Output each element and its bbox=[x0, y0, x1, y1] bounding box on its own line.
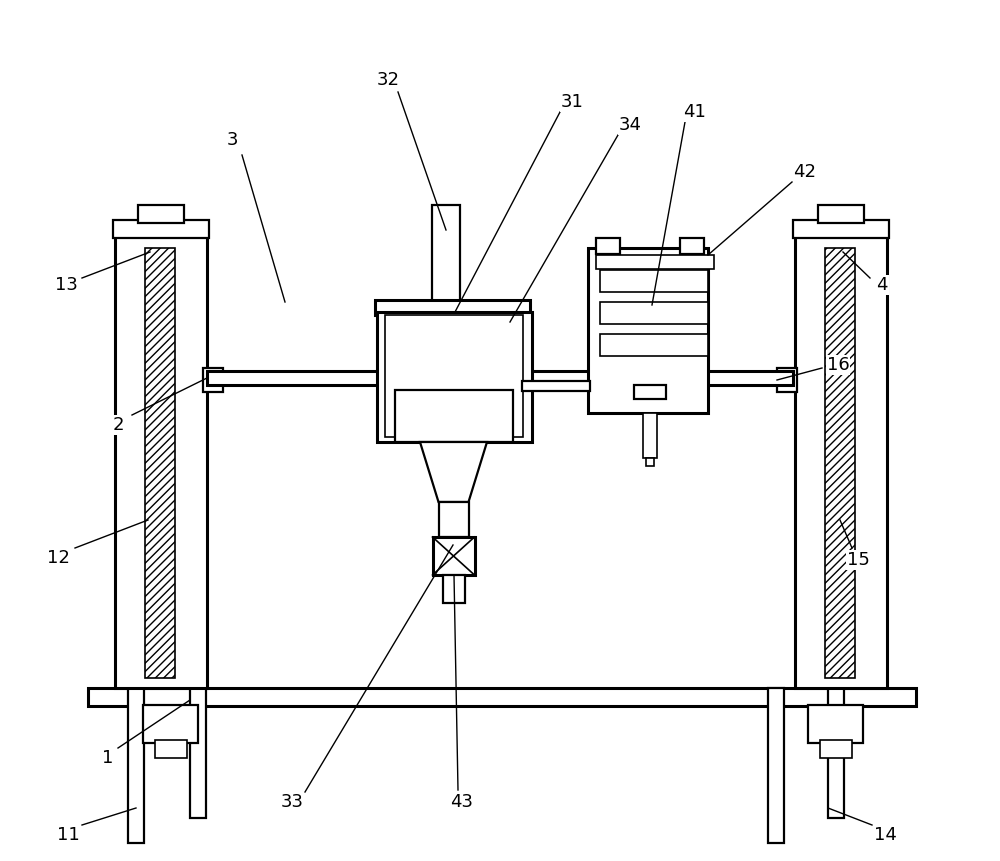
Text: 34: 34 bbox=[618, 116, 642, 134]
Bar bbox=[143, 705, 198, 743]
Text: 13: 13 bbox=[55, 276, 77, 294]
Bar bbox=[88, 688, 916, 706]
Bar bbox=[634, 385, 666, 399]
Bar bbox=[395, 390, 513, 442]
Bar bbox=[113, 220, 209, 238]
Text: 43: 43 bbox=[450, 793, 474, 811]
Bar bbox=[795, 228, 887, 688]
Bar bbox=[522, 381, 590, 391]
Bar bbox=[825, 248, 855, 678]
Text: 32: 32 bbox=[376, 71, 400, 89]
Bar bbox=[596, 255, 714, 269]
Bar bbox=[600, 270, 708, 292]
Text: 16: 16 bbox=[827, 356, 849, 374]
Bar bbox=[777, 368, 797, 392]
Bar bbox=[643, 413, 657, 458]
Bar bbox=[377, 312, 532, 442]
Bar bbox=[432, 205, 460, 305]
Bar bbox=[600, 302, 708, 324]
Bar bbox=[375, 300, 530, 315]
Bar bbox=[138, 205, 184, 223]
Bar bbox=[596, 238, 620, 254]
Bar bbox=[808, 705, 863, 743]
Text: 3: 3 bbox=[226, 131, 238, 149]
Bar bbox=[438, 502, 468, 537]
Bar bbox=[793, 220, 889, 238]
Text: 42: 42 bbox=[794, 163, 816, 181]
Bar bbox=[818, 205, 864, 223]
Text: 12: 12 bbox=[47, 549, 69, 567]
Polygon shape bbox=[420, 442, 487, 502]
Bar bbox=[828, 688, 844, 818]
Bar bbox=[768, 688, 784, 843]
Text: 33: 33 bbox=[280, 793, 304, 811]
Bar bbox=[680, 238, 704, 254]
Bar bbox=[203, 368, 223, 392]
Bar bbox=[115, 228, 207, 688]
Text: 15: 15 bbox=[847, 551, 869, 569]
Bar bbox=[600, 334, 708, 356]
Bar bbox=[588, 248, 708, 413]
Text: 1: 1 bbox=[102, 749, 114, 767]
Bar bbox=[646, 458, 654, 466]
Text: 41: 41 bbox=[684, 103, 706, 121]
Text: 31: 31 bbox=[561, 93, 583, 111]
Text: 2: 2 bbox=[112, 416, 124, 434]
Bar bbox=[145, 248, 175, 678]
Bar bbox=[155, 740, 187, 758]
Bar bbox=[442, 575, 464, 603]
Bar bbox=[820, 740, 852, 758]
Text: 4: 4 bbox=[876, 276, 888, 294]
Text: 11: 11 bbox=[57, 826, 79, 844]
Bar bbox=[190, 688, 206, 818]
Text: 14: 14 bbox=[874, 826, 896, 844]
Bar bbox=[207, 371, 793, 385]
Bar bbox=[128, 688, 144, 843]
Bar bbox=[432, 537, 475, 575]
Bar bbox=[385, 315, 523, 437]
